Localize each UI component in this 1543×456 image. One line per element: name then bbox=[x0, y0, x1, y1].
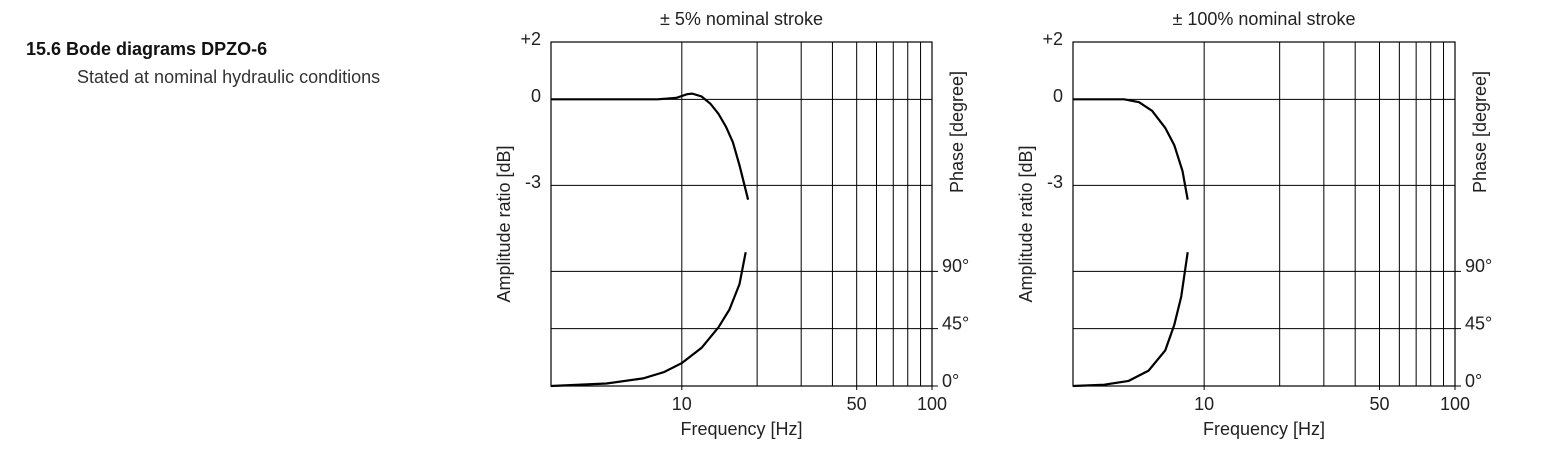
y-tick-label: +2 bbox=[1042, 29, 1063, 49]
chart-title: ± 5% nominal stroke bbox=[660, 9, 823, 29]
x-tick-label: 50 bbox=[1369, 394, 1389, 414]
chart-title: ± 100% nominal stroke bbox=[1173, 9, 1356, 29]
y2-tick-label: 45° bbox=[942, 313, 969, 333]
y-tick-label: +2 bbox=[520, 29, 541, 49]
y-tick-label: 0 bbox=[531, 86, 541, 106]
y-tick-label: -3 bbox=[1047, 172, 1063, 192]
phase-curve bbox=[550, 251, 747, 388]
x-tick-label: 10 bbox=[672, 394, 692, 414]
heading: 15.6 Bode diagrams DPZO-6 bbox=[26, 39, 267, 59]
y2-tick-label: 0° bbox=[1465, 371, 1482, 391]
x-axis-label: Frequency [Hz] bbox=[1203, 419, 1325, 439]
x-axis-label: Frequency [Hz] bbox=[680, 419, 802, 439]
y2-tick-label: 0° bbox=[942, 371, 959, 391]
y-tick-label: -3 bbox=[525, 172, 541, 192]
x-tick-label: 10 bbox=[1194, 394, 1214, 414]
y2-axis-label: Phase [degree] bbox=[947, 71, 967, 193]
x-tick-label: 100 bbox=[917, 394, 947, 414]
subheading: Stated at nominal hydraulic conditions bbox=[77, 67, 380, 87]
y-axis-label: Amplitude ratio [dB] bbox=[494, 145, 514, 302]
y-axis-label: Amplitude ratio [dB] bbox=[1016, 145, 1036, 302]
y2-tick-label: 45° bbox=[1465, 313, 1492, 333]
y2-axis-label: Phase [degree] bbox=[1470, 71, 1490, 193]
amplitude-curve bbox=[1073, 98, 1189, 200]
x-tick-label: 100 bbox=[1440, 394, 1470, 414]
phase-curve bbox=[1072, 252, 1189, 388]
y-tick-label: 0 bbox=[1053, 86, 1063, 106]
x-tick-label: 50 bbox=[847, 394, 867, 414]
plot-frame bbox=[550, 41, 933, 387]
y2-tick-label: 90° bbox=[942, 256, 969, 276]
y2-tick-label: 90° bbox=[1465, 256, 1492, 276]
amplitude-curve bbox=[551, 92, 750, 200]
plot-frame bbox=[1072, 41, 1456, 387]
